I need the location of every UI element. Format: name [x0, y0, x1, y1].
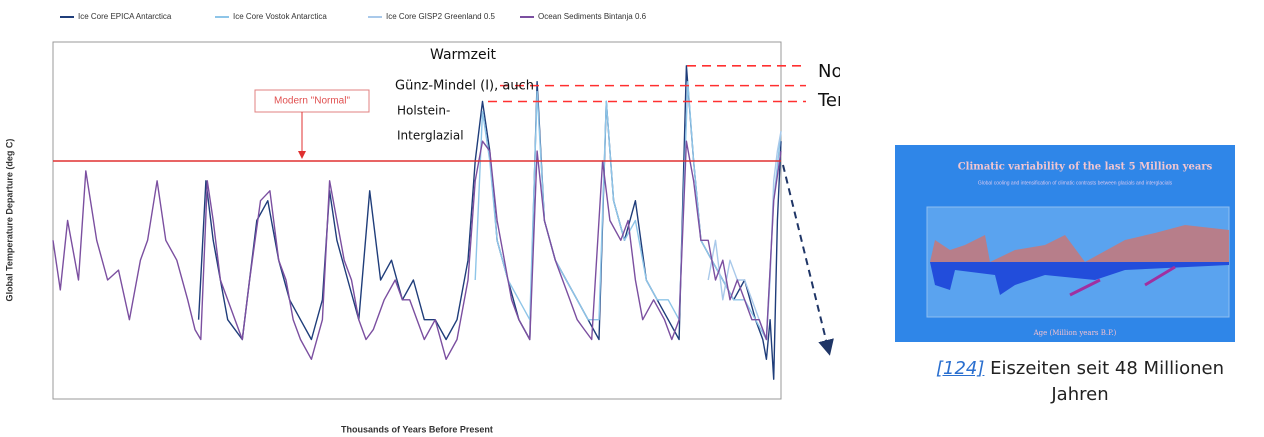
series-line — [707, 131, 782, 341]
inset-x-label: Age (Million years B.P.) — [1033, 329, 1117, 337]
annotation: Holstein- — [397, 104, 450, 118]
legend-label: Ice Core EPICA Antarctica — [78, 12, 172, 21]
legend-label: Ice Core GISP2 Greenland 0.5 — [386, 12, 496, 21]
annotation: Warmzeit — [430, 47, 497, 63]
inset-arrow — [1144, 265, 1176, 287]
series-line — [474, 81, 782, 341]
annotation: Modern "Normal" — [274, 96, 350, 107]
y-axis-title: Global Temperature Departure (deg C) — [4, 139, 14, 302]
annotation: Noch nicht erreichte — [818, 61, 840, 82]
legend-label: Ice Core Vostok Antarctica — [233, 12, 327, 21]
series-line — [197, 65, 782, 380]
inset-title: Climatic variability of the last 5 Milli… — [958, 162, 1213, 173]
pointer-arrow — [782, 164, 834, 356]
inset-subtitle: Global cooling and intensification of cl… — [978, 180, 1173, 186]
plot-frame — [52, 41, 782, 400]
annotation: Günz-Mindel (I), auch — [395, 79, 534, 94]
inset-warm — [930, 225, 1229, 262]
annotation: Temperaturen — [817, 90, 840, 111]
inset-cold — [930, 262, 1229, 295]
inset-arrow — [1069, 278, 1101, 297]
x-axis-title: Thousands of Years Before Present — [341, 424, 493, 434]
inset-image: Climatic variability of the last 5 Milli… — [895, 145, 1235, 342]
caption: [124] Eiszeiten seit 48 Millionen Jahren — [905, 356, 1255, 408]
annotation-box — [254, 89, 370, 113]
reference-link[interactable]: [124] — [936, 358, 985, 379]
caption-text: Eiszeiten seit 48 Millionen Jahren — [990, 358, 1224, 405]
chart: Global Temperature Departure (deg C) Tho… — [4, 12, 840, 434]
annotation: Interglazial — [397, 129, 464, 143]
legend-label: Ocean Sediments Bintanja 0.6 — [538, 12, 647, 21]
series-line — [52, 140, 782, 360]
